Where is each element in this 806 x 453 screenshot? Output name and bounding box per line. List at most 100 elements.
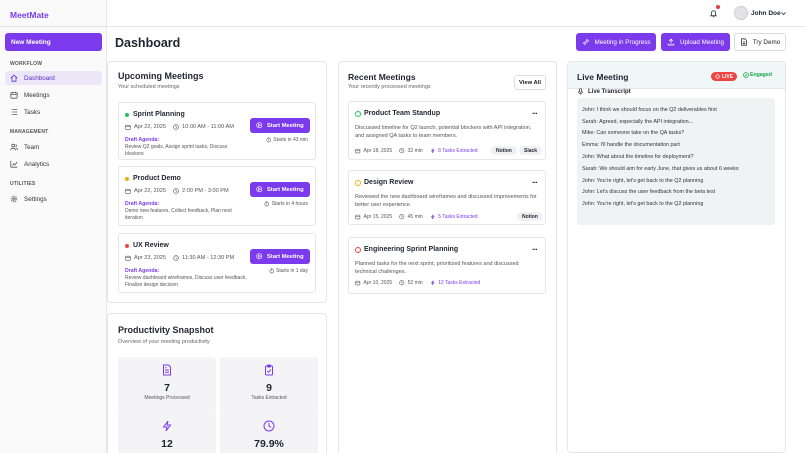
engaged-status: Engaged	[743, 72, 772, 78]
stat-label: Meetings Processed	[144, 395, 190, 401]
home-icon	[10, 74, 18, 82]
timer-icon	[266, 137, 271, 143]
more-options-icon[interactable]: ···	[532, 178, 538, 187]
agenda-label: Draft Agenda:	[125, 201, 160, 207]
more-options-icon[interactable]: ···	[532, 109, 538, 118]
stat-four: 79.9%	[220, 413, 318, 453]
tasks-extracted: 5 Tasks Extracted	[438, 214, 478, 220]
meeting-date: Apr 18, 2025	[363, 148, 393, 154]
view-all-button[interactable]: View All	[514, 75, 546, 90]
sidebar-item-label: Team	[24, 143, 40, 151]
button-label: Meeting in Progress	[594, 38, 651, 46]
sidebar-item-settings[interactable]: Settings	[5, 192, 102, 206]
meeting-meta: Apr 10, 2025 52 min 12 Tasks Extracted	[355, 280, 480, 286]
link-icon	[582, 39, 589, 45]
starts-text: Starts in 4 hours	[271, 201, 308, 207]
engaged-label: Engaged	[750, 72, 772, 78]
snapshot-subtitle: Overview of your meeting productivity	[118, 339, 210, 345]
try-demo-button[interactable]: Try Demo	[734, 33, 786, 51]
bolt-icon	[430, 280, 435, 286]
section-workflow: WORKFLOW	[10, 61, 43, 67]
meeting-in-progress-button[interactable]: Meeting in Progress	[576, 33, 656, 51]
transcript-line: Sarah: We should aim for early June, tha…	[582, 166, 739, 172]
clock-icon	[263, 420, 275, 432]
calendar-icon	[125, 255, 131, 261]
starts-in: Starts in 43 min	[266, 137, 308, 143]
sidebar-item-label: Tasks	[24, 108, 41, 116]
recent-card-product-team-standup[interactable]: Product Team Standup ··· Discussed timel…	[348, 101, 546, 160]
new-meeting-button[interactable]: New Meeting	[5, 33, 102, 51]
transcript-line: Mike: Can someone take on the QA tasks?	[582, 130, 685, 136]
chevron-down-icon[interactable]	[780, 10, 787, 17]
clock-icon	[173, 188, 179, 194]
sidebar-item-analytics[interactable]: Analytics	[5, 157, 102, 171]
recent-card-engineering-sprint-planning[interactable]: Engineering Sprint Planning ··· Planned …	[348, 237, 546, 294]
starts-in: Starts in 1 day	[269, 268, 308, 274]
users-icon	[10, 143, 18, 151]
meeting-name: Product Team Standup	[364, 110, 441, 117]
user-name[interactable]: John Doe	[751, 10, 781, 17]
stat-value: 7	[164, 382, 170, 394]
sidebar-item-meetings[interactable]: Meetings	[5, 88, 102, 102]
transcript-line: John: What about the timeline for deploy…	[582, 154, 694, 160]
clipboard-check-icon	[265, 364, 273, 376]
timer-icon	[269, 268, 274, 274]
gear-icon	[10, 195, 18, 203]
more-options-icon[interactable]: ···	[532, 245, 538, 254]
meeting-meta: Apr 15, 2025 45 min 5 Tasks Extracted	[355, 214, 478, 220]
meeting-card-ux-review[interactable]: UX Review Apr 23, 2025 11:30 AM - 12:30 …	[118, 233, 316, 293]
avatar[interactable]	[734, 6, 748, 20]
clock-icon	[173, 255, 179, 261]
live-badge: LIVE	[711, 72, 737, 81]
recent-title: Recent Meetings	[348, 72, 416, 82]
live-transcript-heading: Live Transcript	[577, 88, 631, 95]
meeting-duration: 52 min	[407, 280, 423, 286]
sidebar-item-label: Meetings	[24, 91, 50, 99]
button-label: Upload Meeting	[679, 38, 725, 46]
starts-in: Starts in 4 hours	[264, 201, 308, 207]
meeting-name: Product Demo	[133, 175, 181, 182]
upcoming-subtitle: Your scheduled meetings	[118, 84, 180, 90]
meeting-hours: 2:00 PM - 3:00 PM	[182, 188, 229, 194]
record-icon	[715, 74, 720, 79]
section-management: MANAGEMENT	[10, 129, 49, 135]
tag-notion: Notion	[491, 146, 517, 155]
sidebar-item-tasks[interactable]: Tasks	[5, 105, 102, 119]
bell-icon[interactable]	[709, 9, 718, 18]
upcoming-title: Upcoming Meetings	[118, 71, 204, 81]
meeting-duration: 32 min	[407, 148, 423, 154]
start-meeting-button[interactable]: Start Meeting	[250, 249, 310, 264]
document-icon	[740, 38, 747, 46]
meeting-name: UX Review	[133, 242, 169, 249]
transcript-box[interactable]	[577, 98, 775, 225]
meeting-card-product-demo[interactable]: Product Demo Apr 22, 2025 2:00 PM - 3:00…	[118, 166, 316, 226]
section-utilities: UTILITIES	[10, 181, 36, 187]
sidebar-item-dashboard[interactable]: Dashboard	[5, 71, 102, 85]
stat-value: 12	[161, 438, 173, 450]
button-label: Start Meeting	[266, 253, 304, 260]
calendar-icon	[125, 188, 131, 194]
status-dot	[125, 113, 129, 117]
transcript-line: John: You're right, let's get back to th…	[582, 178, 704, 184]
meeting-description: Discussed timeline for Q2 launch, potent…	[355, 125, 532, 139]
top-bar	[107, 0, 806, 27]
meeting-hours: 10:00 AM - 11:00 AM	[182, 124, 234, 130]
stat-value: 79.9%	[254, 438, 284, 450]
recent-card-design-review[interactable]: Design Review ··· Reviewed the new dashb…	[348, 170, 546, 225]
start-meeting-button[interactable]: Start Meeting	[250, 182, 310, 197]
play-circle-icon	[256, 122, 263, 129]
button-label: Start Meeting	[266, 122, 304, 129]
upload-meeting-button[interactable]: Upload Meeting	[661, 33, 730, 51]
stat-label: Tasks Extracted	[251, 395, 287, 401]
sidebar-item-team[interactable]: Team	[5, 140, 102, 154]
meeting-time: Apr 22, 2025 10:00 AM - 11:00 AM	[125, 124, 234, 130]
calendar-icon	[125, 124, 131, 130]
meeting-name: Design Review	[364, 179, 414, 186]
transcript-line: John: You're right, let's get back to th…	[582, 201, 704, 207]
meeting-card-sprint-planning[interactable]: Sprint Planning Apr 22, 2025 10:00 AM - …	[118, 102, 316, 160]
clock-icon	[173, 124, 179, 130]
sidebar-item-label: Settings	[24, 195, 47, 203]
start-meeting-button[interactable]: Start Meeting	[250, 118, 310, 133]
stat-meetings-processed: 7 Meetings Processed	[118, 357, 216, 415]
notification-badge	[716, 5, 720, 9]
